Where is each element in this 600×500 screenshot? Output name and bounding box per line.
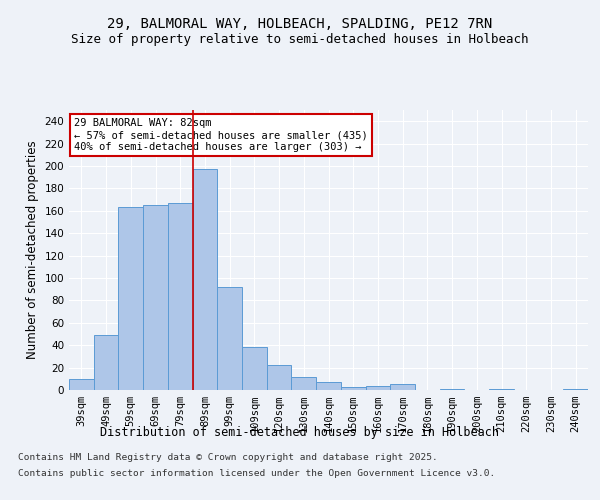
Text: Contains public sector information licensed under the Open Government Licence v3: Contains public sector information licen… [18, 468, 495, 477]
Bar [292, 376, 316, 390]
Bar [440, 389, 464, 390]
Bar [69, 379, 94, 390]
Text: Size of property relative to semi-detached houses in Holbeach: Size of property relative to semi-detach… [71, 32, 529, 46]
Bar [316, 382, 341, 390]
Bar [143, 205, 168, 390]
Bar [267, 366, 292, 390]
Bar [563, 389, 588, 390]
Bar [365, 386, 390, 390]
Bar [193, 170, 217, 390]
Bar [217, 287, 242, 390]
Bar [341, 386, 365, 390]
Text: 29, BALMORAL WAY, HOLBEACH, SPALDING, PE12 7RN: 29, BALMORAL WAY, HOLBEACH, SPALDING, PE… [107, 18, 493, 32]
Bar [489, 389, 514, 390]
Bar [118, 208, 143, 390]
Text: 29 BALMORAL WAY: 82sqm
← 57% of semi-detached houses are smaller (435)
40% of se: 29 BALMORAL WAY: 82sqm ← 57% of semi-det… [74, 118, 368, 152]
Bar [242, 348, 267, 390]
Bar [168, 203, 193, 390]
Text: Distribution of semi-detached houses by size in Holbeach: Distribution of semi-detached houses by … [101, 426, 499, 439]
Bar [390, 384, 415, 390]
Bar [94, 335, 118, 390]
Text: Contains HM Land Registry data © Crown copyright and database right 2025.: Contains HM Land Registry data © Crown c… [18, 454, 438, 462]
Y-axis label: Number of semi-detached properties: Number of semi-detached properties [26, 140, 39, 360]
